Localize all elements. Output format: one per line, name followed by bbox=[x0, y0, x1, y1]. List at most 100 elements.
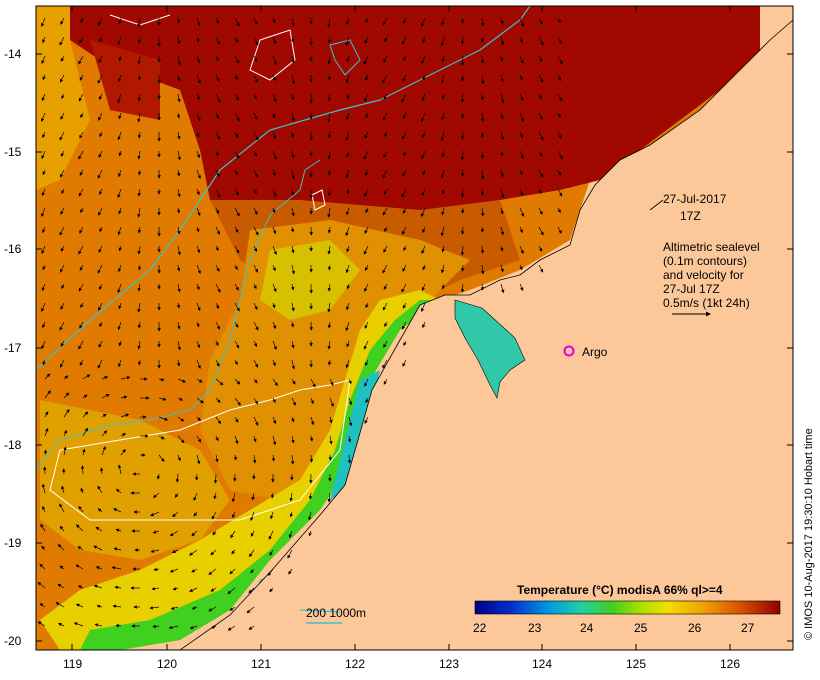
velocity-arrow bbox=[60, 245, 65, 252]
velocity-arrow bbox=[401, 131, 407, 140]
velocity-arrow bbox=[519, 283, 524, 292]
velocity-arrow bbox=[291, 397, 296, 406]
velocity-arrow bbox=[196, 454, 201, 465]
velocity-arrow bbox=[137, 131, 142, 139]
lat-tick-label: -15 bbox=[4, 145, 22, 159]
velocity-arrow bbox=[196, 435, 201, 443]
velocity-arrow bbox=[80, 112, 84, 119]
velocity-arrow bbox=[401, 321, 407, 330]
velocity-arrow bbox=[111, 566, 122, 570]
velocity-arrow bbox=[291, 435, 295, 444]
velocity-arrow bbox=[73, 622, 84, 627]
velocity-arrow bbox=[382, 302, 388, 311]
velocity-arrow bbox=[78, 55, 84, 65]
velocity-arrow bbox=[57, 583, 65, 589]
velocity-arrow bbox=[288, 530, 293, 539]
velocity-arrow bbox=[196, 302, 201, 312]
velocity-arrow bbox=[346, 207, 350, 216]
velocity-arrow bbox=[500, 74, 504, 83]
velocity-arrow bbox=[60, 55, 65, 62]
velocity-arrow bbox=[193, 511, 198, 517]
velocity-arrow bbox=[402, 264, 407, 272]
velocity-arrow bbox=[176, 264, 181, 272]
velocity-arrow bbox=[215, 264, 220, 272]
velocity-arrow bbox=[78, 245, 84, 255]
velocity-arrow bbox=[251, 492, 255, 501]
velocity-arrow bbox=[42, 131, 46, 139]
velocity-arrow bbox=[114, 585, 122, 590]
velocity-arrow bbox=[151, 586, 160, 591]
velocity-arrow bbox=[60, 112, 65, 120]
velocity-arrow bbox=[137, 55, 141, 65]
velocity-arrow bbox=[420, 207, 426, 217]
velocity-arrow bbox=[402, 302, 407, 309]
velocity-arrow bbox=[384, 321, 388, 328]
velocity-arrow bbox=[421, 283, 426, 292]
velocity-arrow bbox=[248, 549, 255, 558]
velocity-arrow bbox=[500, 36, 505, 46]
velocity-arrow bbox=[196, 36, 200, 43]
legend-line: 27-Jul 17Z bbox=[663, 282, 720, 296]
velocity-arrow bbox=[41, 283, 46, 292]
velocity-arrow bbox=[42, 226, 46, 234]
velocity-arrow bbox=[500, 93, 505, 104]
velocity-arrow bbox=[158, 377, 165, 382]
velocity-arrow bbox=[99, 131, 103, 138]
lon-tick-label: 120 bbox=[157, 657, 177, 671]
velocity-arrow bbox=[234, 207, 240, 217]
velocity-arrow bbox=[327, 93, 332, 102]
velocity-arrow bbox=[191, 606, 198, 610]
velocity-arrow bbox=[460, 131, 465, 140]
velocity-arrow bbox=[272, 264, 276, 272]
velocity-arrow bbox=[480, 112, 485, 122]
velocity-arrow bbox=[176, 112, 181, 119]
velocity-arrow bbox=[363, 245, 369, 255]
velocity-arrow bbox=[137, 264, 142, 271]
imos-credit: © IMOS 10-Aug-2017 19:30:10 Hobart time bbox=[803, 428, 815, 640]
velocity-arrow bbox=[557, 17, 561, 24]
velocity-arrow bbox=[169, 530, 179, 537]
velocity-arrow bbox=[118, 112, 122, 120]
velocity-arrow bbox=[272, 17, 276, 24]
velocity-arrow bbox=[460, 150, 465, 161]
velocity-arrow bbox=[118, 17, 122, 25]
velocity-arrow bbox=[42, 36, 46, 44]
velocity-arrow bbox=[310, 397, 314, 405]
velocity-arrow bbox=[215, 55, 219, 62]
velocity-arrow bbox=[441, 112, 445, 121]
velocity-arrow bbox=[215, 188, 221, 198]
velocity-arrow bbox=[557, 112, 561, 119]
velocity-arrow bbox=[327, 245, 331, 255]
velocity-arrow bbox=[215, 416, 222, 425]
velocity-arrow bbox=[384, 226, 388, 233]
velocity-arrow bbox=[75, 564, 84, 570]
velocity-arrow bbox=[196, 93, 200, 101]
velocity-arrow bbox=[441, 169, 445, 179]
velocity-arrow bbox=[59, 565, 65, 570]
velocity-arrow bbox=[480, 36, 484, 43]
velocity-arrow bbox=[117, 264, 122, 273]
velocity-arrow bbox=[440, 131, 445, 142]
velocity-arrow bbox=[364, 36, 369, 44]
velocity-arrow bbox=[384, 36, 388, 43]
colorbar-tick: 24 bbox=[580, 621, 594, 635]
velocity-arrow bbox=[538, 112, 543, 120]
velocity-arrow bbox=[272, 169, 276, 177]
velocity-arrow bbox=[196, 150, 201, 159]
velocity-arrow bbox=[383, 245, 388, 253]
velocity-arrow bbox=[327, 74, 332, 81]
velocity-arrow bbox=[210, 549, 217, 556]
velocity-arrow bbox=[499, 150, 504, 157]
velocity-arrow bbox=[327, 55, 331, 65]
velocity-arrow bbox=[37, 621, 46, 627]
velocity-arrow bbox=[272, 207, 276, 214]
velocity-arrow bbox=[234, 378, 241, 385]
velocity-arrow bbox=[229, 568, 236, 575]
velocity-arrow bbox=[460, 74, 465, 82]
velocity-arrow bbox=[345, 321, 350, 332]
velocity-arrow bbox=[172, 511, 179, 518]
velocity-arrow bbox=[382, 264, 388, 274]
velocity-arrow bbox=[42, 74, 46, 81]
velocity-arrow bbox=[287, 549, 293, 559]
sea-surface-temperature bbox=[36, 6, 793, 650]
